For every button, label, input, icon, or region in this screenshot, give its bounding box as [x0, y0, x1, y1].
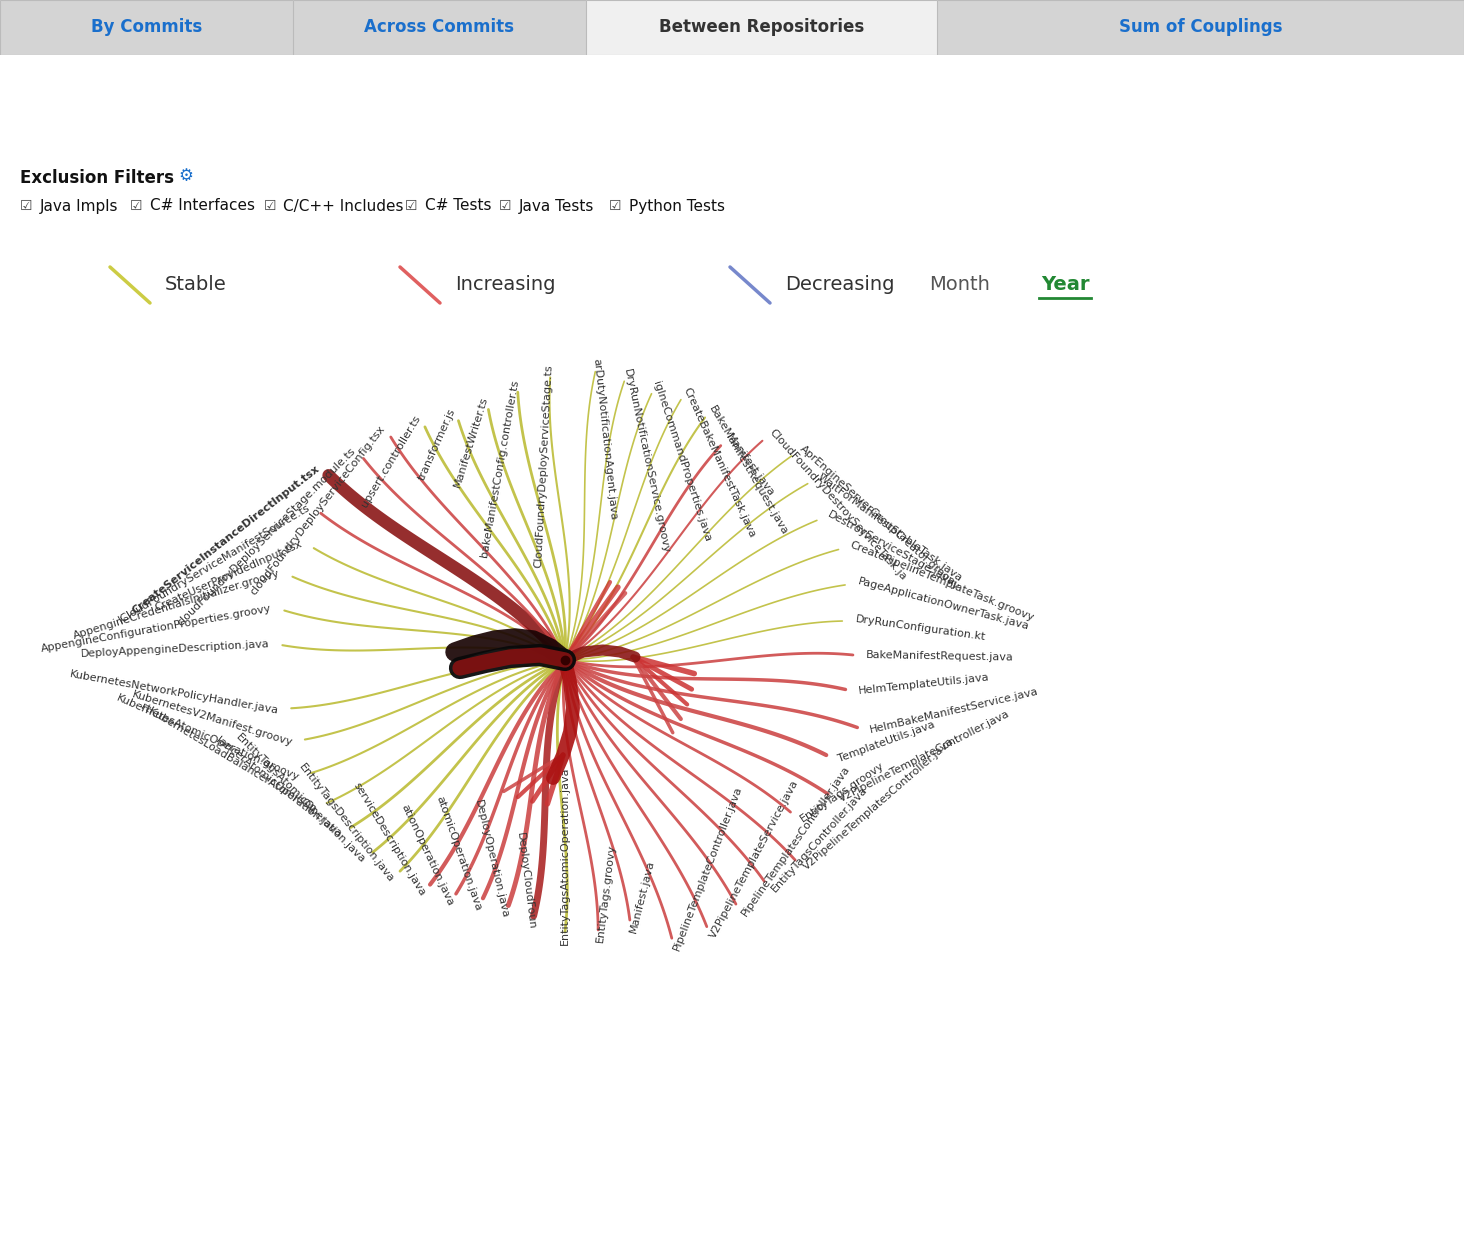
Text: ICloudFoundryServiceManifestSource.ts: ICloudFoundryServiceManifestSource.ts: [117, 502, 312, 625]
Text: ☑: ☑: [609, 199, 622, 213]
Text: arDutyNotificationAgent.java: arDutyNotificationAgent.java: [591, 358, 619, 520]
Text: C/C++ Includes: C/C++ Includes: [284, 199, 404, 214]
Text: atomicOperation.java: atomicOperation.java: [435, 795, 483, 912]
Text: Exclusion Filters: Exclusion Filters: [20, 169, 174, 187]
Text: C# Tests: C# Tests: [425, 199, 490, 214]
Text: V2PipelineTemplateService.java: V2PipelineTemplateService.java: [709, 779, 801, 941]
Text: CloudFoundryDestroyServiceTask.ja: CloudFoundryDestroyServiceTask.ja: [767, 428, 908, 582]
Text: Manifest.java: Manifest.java: [628, 859, 656, 934]
Text: KubernetesV2Manifest.groovy: KubernetesV2Manifest.groovy: [130, 690, 294, 748]
Text: AppengineConfigurationProperties.groovy: AppengineConfigurationProperties.groovy: [41, 603, 272, 654]
Text: EntityTagsAtomicOperation.java: EntityTagsAtomicOperation.java: [561, 766, 569, 946]
Text: ☑: ☑: [264, 199, 275, 213]
Text: DeployCloudFoun: DeployCloudFoun: [515, 832, 537, 929]
Text: Increasing: Increasing: [455, 276, 555, 294]
Text: Sum of Couplings: Sum of Couplings: [1118, 19, 1282, 37]
Text: transformer.js: transformer.js: [417, 407, 458, 482]
Text: CloudFoundryDeployServiceStage.ts: CloudFoundryDeployServiceStage.ts: [534, 365, 555, 569]
Text: PipelineTemplatesController.java: PipelineTemplatesController.java: [739, 764, 852, 917]
Text: Year: Year: [1041, 276, 1089, 294]
Text: lancerAtomicOperation.java: lancerAtomicOperation.java: [214, 735, 344, 839]
Text: Python Tests: Python Tests: [630, 199, 725, 214]
Text: ☑: ☑: [130, 199, 142, 213]
Text: serviceDescription.java: serviceDescription.java: [351, 781, 427, 899]
Text: KubernetesAtomicOperation.groovy: KubernetesAtomicOperation.groovy: [116, 693, 302, 782]
Text: V2PipelineTemplateController.java: V2PipelineTemplateController.java: [837, 709, 1012, 805]
Text: HelmBakeManifestService.java: HelmBakeManifestService.java: [868, 687, 1039, 735]
Text: ☑: ☑: [20, 199, 32, 213]
Text: HelmTemplateUtils.java: HelmTemplateUtils.java: [858, 672, 990, 696]
Text: Across Commits: Across Commits: [365, 19, 514, 37]
Text: EntityTags.groovy: EntityTags.groovy: [798, 760, 886, 823]
Text: Decreasing: Decreasing: [785, 276, 895, 294]
Text: DryRunNotificationService.groovy: DryRunNotificationService.groovy: [622, 367, 671, 554]
Text: BakeManifestRequest.java: BakeManifestRequest.java: [865, 650, 1013, 662]
Text: ☑: ☑: [404, 199, 417, 213]
Text: CreateUserProvidedInput.tsx: CreateUserProvidedInput.tsx: [154, 539, 305, 613]
Text: Java Tests: Java Tests: [520, 199, 594, 214]
FancyBboxPatch shape: [293, 0, 586, 54]
Text: cloudFoundryDeployServiceConfig.tsx: cloudFoundryDeployServiceConfig.tsx: [249, 424, 386, 597]
Text: CreateServiceInstanceDirectInput.tsx: CreateServiceInstanceDirectInput.tsx: [130, 464, 322, 616]
Text: ationOperation.java: ationOperation.java: [400, 803, 455, 907]
Text: By Commits: By Commits: [91, 19, 202, 37]
Text: PageApplicationOwnerTask.java: PageApplicationOwnerTask.java: [856, 577, 1031, 633]
Text: WaitForManifestStableTask.java: WaitForManifestStableTask.java: [815, 472, 963, 583]
Text: rtKubernetesLoadBalancerAtomicOp: rtKubernetesLoadBalancerAtomicOp: [139, 701, 318, 815]
Text: Stable: Stable: [165, 276, 227, 294]
Text: ☑: ☑: [499, 199, 511, 213]
Text: ⚙: ⚙: [179, 167, 193, 185]
Text: AppengineCredentialsInitializer.groovy: AppengineCredentialsInitializer.groovy: [72, 569, 281, 640]
Text: V2PipelineTemplatesController.java: V2PipelineTemplatesController.java: [802, 737, 956, 873]
Text: AprEngineServerGroupCreator.groovy: AprEngineServerGroupCreator.groovy: [798, 444, 962, 592]
Text: CreateBakeManifestTask.java: CreateBakeManifestTask.java: [682, 386, 757, 539]
FancyBboxPatch shape: [0, 0, 293, 54]
Text: C# Interfaces: C# Interfaces: [149, 199, 255, 214]
Text: KubernetesNetworkPolicyHandler.java: KubernetesNetworkPolicyHandler.java: [69, 669, 280, 716]
Text: Manifest.java: Manifest.java: [725, 433, 776, 498]
Text: ManifestWriter.ts: ManifestWriter.ts: [452, 396, 489, 489]
Text: DestroyServiceStage.java: DestroyServiceStage.java: [826, 509, 957, 588]
Text: Java Impls: Java Impls: [40, 199, 119, 214]
Text: EntityTagsController.java: EntityTagsController.java: [770, 785, 870, 895]
Text: DeployAppengineDescription.java: DeployAppengineDescription.java: [81, 639, 269, 660]
FancyBboxPatch shape: [586, 0, 937, 54]
Text: TemplateUtils.java: TemplateUtils.java: [837, 719, 937, 764]
Text: DeployOperation.java: DeployOperation.java: [473, 798, 511, 920]
Text: EntityTags.groovy: EntityTags.groovy: [594, 844, 616, 943]
Text: BakeManifestRequest.java: BakeManifestRequest.java: [707, 404, 789, 536]
Text: DryRunConfiguration.kt: DryRunConfiguration.kt: [855, 614, 987, 643]
Text: EntityTagsAtomicOperation.java: EntityTagsAtomicOperation.java: [234, 732, 367, 865]
Text: Month: Month: [930, 276, 991, 294]
Text: CreatePipelineTemplateTask.groovy: CreatePipelineTemplateTask.groovy: [849, 540, 1035, 623]
Text: upsert.controller.ts: upsert.controller.ts: [360, 413, 423, 508]
FancyBboxPatch shape: [937, 0, 1464, 54]
Text: bakeManifestConfig.controller.ts: bakeManifestConfig.controller.ts: [479, 378, 520, 557]
Text: iglneCommandProperties.java: iglneCommandProperties.java: [651, 379, 713, 543]
Text: cloudFoundryDeployServiceStage.module.ts: cloudFoundryDeployServiceStage.module.ts: [176, 446, 357, 628]
Text: Between Repositories: Between Repositories: [659, 19, 864, 37]
Text: EntityTagsDescription.java: EntityTagsDescription.java: [297, 761, 395, 885]
Text: PipelineTemplateController.java: PipelineTemplateController.java: [672, 785, 744, 952]
